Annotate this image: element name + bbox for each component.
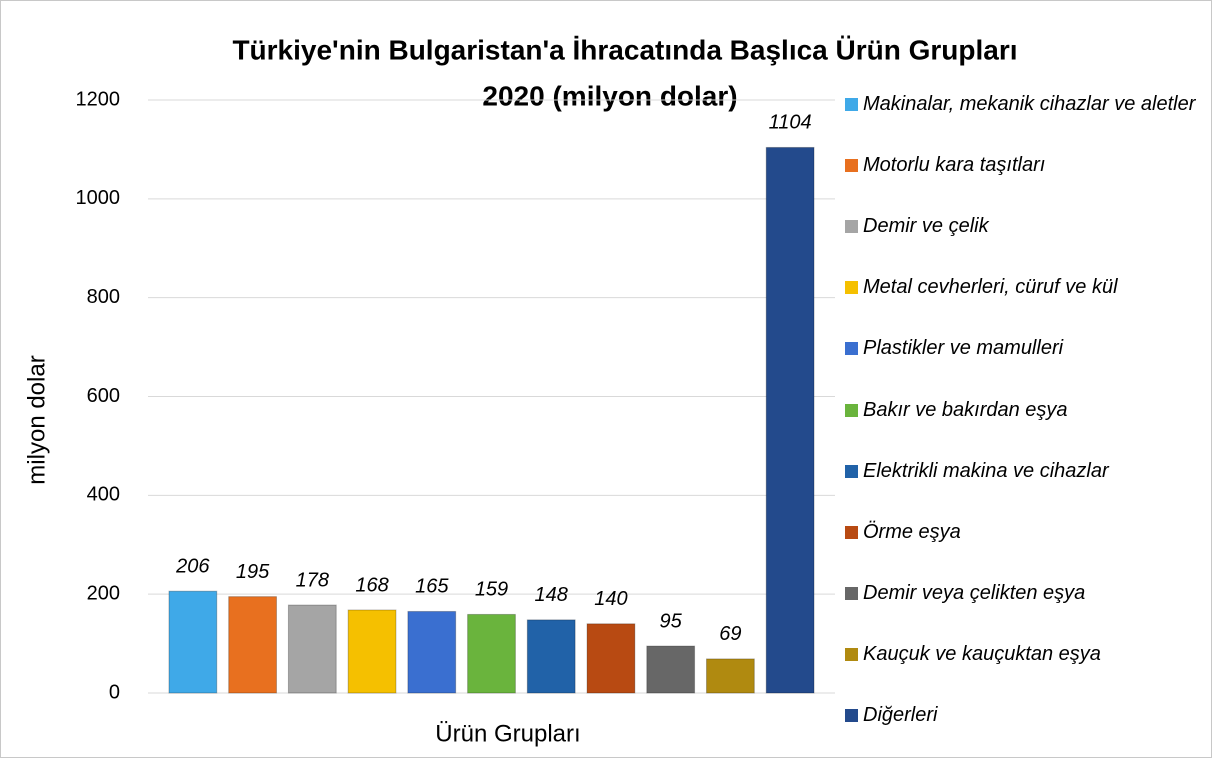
legend-item: Bakır ve bakırdan eşya	[843, 396, 1208, 424]
legend-item: Metal cevherleri, cüruf ve kül	[843, 273, 1208, 301]
y-tick-label: 0	[109, 681, 120, 703]
legend-item: Diğerleri	[843, 701, 1208, 729]
y-tick-label: 600	[87, 385, 120, 407]
value-label: 95	[660, 610, 683, 632]
value-label: 178	[296, 569, 329, 591]
bar	[407, 610, 457, 694]
y-tick-label: 200	[87, 582, 120, 604]
bar	[228, 596, 277, 694]
legend-swatch	[845, 464, 858, 478]
legend-swatch	[845, 159, 858, 173]
legend-swatch	[845, 525, 858, 539]
legend-label: Metal cevherleri, cüruf ve kül	[863, 276, 1118, 299]
bar	[347, 609, 397, 694]
legend-label: Makinalar, mekanik cihazlar ve aletler	[863, 93, 1196, 115]
value-label: 159	[475, 579, 508, 601]
bar	[765, 146, 815, 694]
value-label: 69	[719, 623, 741, 645]
chart-title: Türkiye'nin Bulgaristan'a İhracatında Ba…	[232, 34, 1017, 65]
legend-label: Bakır ve bakırdan eşya	[863, 398, 1068, 421]
bar	[168, 590, 218, 694]
value-label: 168	[355, 574, 388, 596]
legend-item: Makinalar, mekanik cihazlar ve aletler	[843, 90, 1208, 118]
legend-item: Örme eşya	[843, 518, 1208, 546]
bar	[646, 645, 696, 694]
bar	[586, 623, 636, 694]
legend-label: Motorlu kara taşıtları	[863, 154, 1046, 177]
legend-swatch	[845, 220, 858, 234]
legend-swatch	[845, 709, 858, 722]
legend-label: Elektrikli makina ve cihazlar	[863, 459, 1109, 482]
y-axis-label: milyon dolar	[23, 355, 50, 484]
legend-label: Plastikler ve mamulleri	[863, 337, 1064, 360]
legend-item: Motorlu kara taşıtları	[843, 151, 1208, 179]
value-label: 1104	[769, 112, 812, 134]
bar	[526, 619, 576, 694]
legend-label: Kauçuk ve kauçuktan eşya	[863, 642, 1101, 665]
y-tick-label: 400	[87, 484, 120, 506]
legend-swatch	[845, 647, 858, 661]
legend-item: Demir veya çelikten eşya	[843, 579, 1208, 607]
legend-item: Elektrikli makina ve cihazlar	[843, 457, 1208, 485]
legend-label: Demir ve çelik	[863, 215, 989, 238]
legend-item: Plastikler ve mamulleri	[843, 334, 1208, 362]
bar	[467, 613, 516, 694]
legend-swatch	[845, 403, 858, 417]
bar	[706, 658, 755, 694]
y-tick-label: 800	[87, 286, 120, 308]
bar	[287, 604, 337, 694]
y-tick-label: 1200	[76, 88, 121, 110]
legend-swatch	[845, 342, 858, 356]
legend-swatch	[845, 281, 858, 295]
value-label: 148	[535, 584, 568, 606]
value-label: 206	[175, 555, 210, 577]
chart-subtitle: 2020 (milyon dolar)	[482, 80, 737, 111]
legend-item: Kauçuk ve kauçuktan eşya	[843, 640, 1208, 668]
legend-label: Örme eşya	[863, 520, 961, 543]
legend-label: Demir veya çelikten eşya	[863, 581, 1086, 604]
y-tick-label: 1000	[76, 187, 121, 209]
legend-swatch	[845, 98, 858, 111]
value-label: 195	[236, 561, 270, 583]
x-axis-label: Ürün Grupları	[435, 720, 580, 747]
legend-item: Demir ve çelik	[843, 212, 1208, 240]
value-label: 165	[415, 576, 449, 598]
value-label: 140	[594, 588, 627, 610]
legend-label: Diğerleri	[863, 704, 938, 726]
legend-swatch	[845, 586, 858, 600]
